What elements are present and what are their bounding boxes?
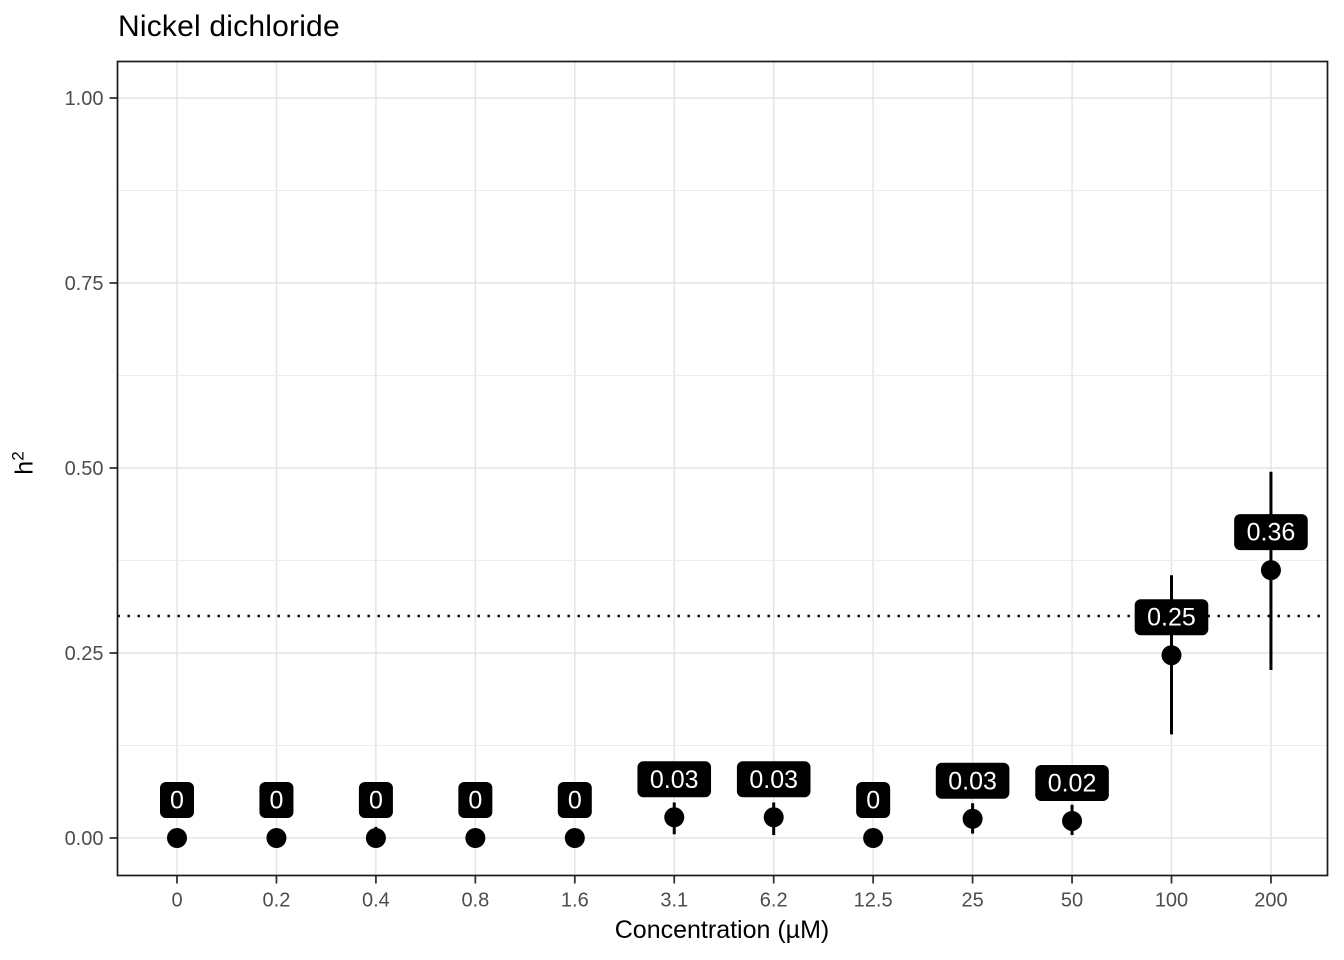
point-label-box	[458, 782, 493, 818]
data-point	[863, 828, 884, 848]
x-axis-tick-label: 3.1	[660, 890, 688, 912]
point-label-box	[1035, 764, 1109, 801]
data-point	[564, 828, 585, 848]
data-point	[1260, 560, 1281, 581]
x-axis-tick-label: 200	[1254, 890, 1287, 912]
point-label-box	[1134, 599, 1209, 636]
data-point	[1161, 645, 1182, 666]
y-axis-tick-label: 0.25	[65, 643, 104, 665]
data-point	[365, 828, 386, 848]
point-label: 0.02	[1048, 769, 1097, 797]
x-axis-tick-label: 6.2	[760, 890, 788, 912]
y-axis-tick-label: 1.00	[65, 88, 104, 110]
point-label-box	[736, 761, 811, 798]
point-label-box	[160, 782, 194, 818]
x-axis-tick-label: 12.5	[854, 890, 893, 912]
point-label: 0	[269, 787, 283, 815]
x-axis-tick-label: 50	[1061, 890, 1083, 912]
point-label-box	[358, 782, 393, 818]
point-label-box	[1234, 514, 1308, 551]
point-label: 0.03	[948, 767, 997, 795]
x-axis-tick-label: 0.4	[362, 890, 390, 912]
x-axis-tick-label: 25	[961, 890, 983, 912]
point-label-box	[637, 761, 712, 798]
point-label: 0	[568, 787, 582, 815]
point-label: 0.03	[650, 766, 699, 794]
data-point	[167, 828, 187, 848]
point-label-box	[259, 782, 294, 818]
point-label-box	[935, 762, 1010, 799]
point-label: 0	[866, 787, 880, 815]
point-label-box	[856, 782, 891, 818]
data-point	[962, 808, 983, 829]
x-axis-tick-label: 0.2	[263, 890, 291, 912]
data-point	[266, 828, 287, 848]
point-label: 0.36	[1247, 519, 1296, 547]
x-axis-title: Concentration (µM)	[614, 916, 830, 944]
point-label: 0.25	[1147, 604, 1196, 632]
point-label: 0.03	[749, 766, 798, 794]
point-label: 0	[468, 787, 482, 815]
point-label: 0	[170, 787, 184, 815]
data-point	[1062, 810, 1083, 831]
y-axis-tick-label: 0.00	[65, 828, 104, 850]
chart-title: Nickel dichloride	[118, 10, 340, 43]
data-point	[465, 828, 486, 848]
y-axis-tick-label: 0.75	[65, 273, 104, 295]
y-axis-tick-label: 0.50	[65, 458, 104, 480]
x-axis-tick-label: 1.6	[561, 890, 589, 912]
x-axis-tick-label: 0	[171, 890, 182, 912]
x-axis-tick-label: 0.8	[461, 890, 489, 912]
point-label: 0	[369, 787, 383, 815]
panel-border	[116, 60, 1329, 877]
data-point	[664, 807, 685, 828]
x-axis-tick-label: 100	[1155, 890, 1188, 912]
point-label-box	[557, 782, 592, 818]
data-point	[763, 807, 784, 828]
